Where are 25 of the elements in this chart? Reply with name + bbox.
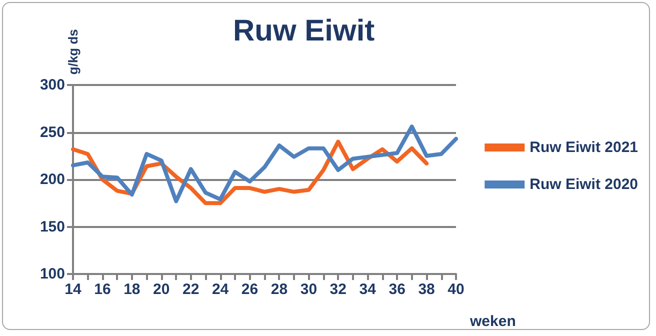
x-tick-label: 28 xyxy=(270,281,288,298)
x-tick-label: 34 xyxy=(359,281,377,298)
y-axis-title: g/kg ds xyxy=(66,29,80,75)
x-tick-label: 32 xyxy=(330,281,346,298)
y-tick-label: 200 xyxy=(40,171,65,188)
y-tick-label: 300 xyxy=(40,76,65,94)
y-tick-label: 100 xyxy=(40,266,65,282)
x-tick-label: 18 xyxy=(124,281,140,298)
chart-title: Ruw Eiwit xyxy=(233,14,375,48)
x-axis-title: weken xyxy=(469,313,516,330)
x-tick-label: 14 xyxy=(64,281,82,298)
x-tick-label: 30 xyxy=(300,281,318,298)
x-tick-label: 20 xyxy=(153,281,170,298)
x-tick-label: 26 xyxy=(241,281,258,298)
line-series xyxy=(71,124,458,204)
y-tick-label: 250 xyxy=(40,124,65,141)
legend-label: Ruw Eiwit 2020 xyxy=(530,176,638,193)
x-tick-label: 22 xyxy=(182,281,200,298)
x-tick-label: 16 xyxy=(94,281,111,298)
x-tick-label: 36 xyxy=(388,281,406,298)
x-tick-label: 24 xyxy=(212,281,230,298)
legend-label: Ruw Eiwit 2021 xyxy=(530,139,638,156)
y-tick-label: 150 xyxy=(40,218,65,236)
x-tick-label: 40 xyxy=(448,281,464,298)
x-tick-label: 38 xyxy=(418,281,435,298)
